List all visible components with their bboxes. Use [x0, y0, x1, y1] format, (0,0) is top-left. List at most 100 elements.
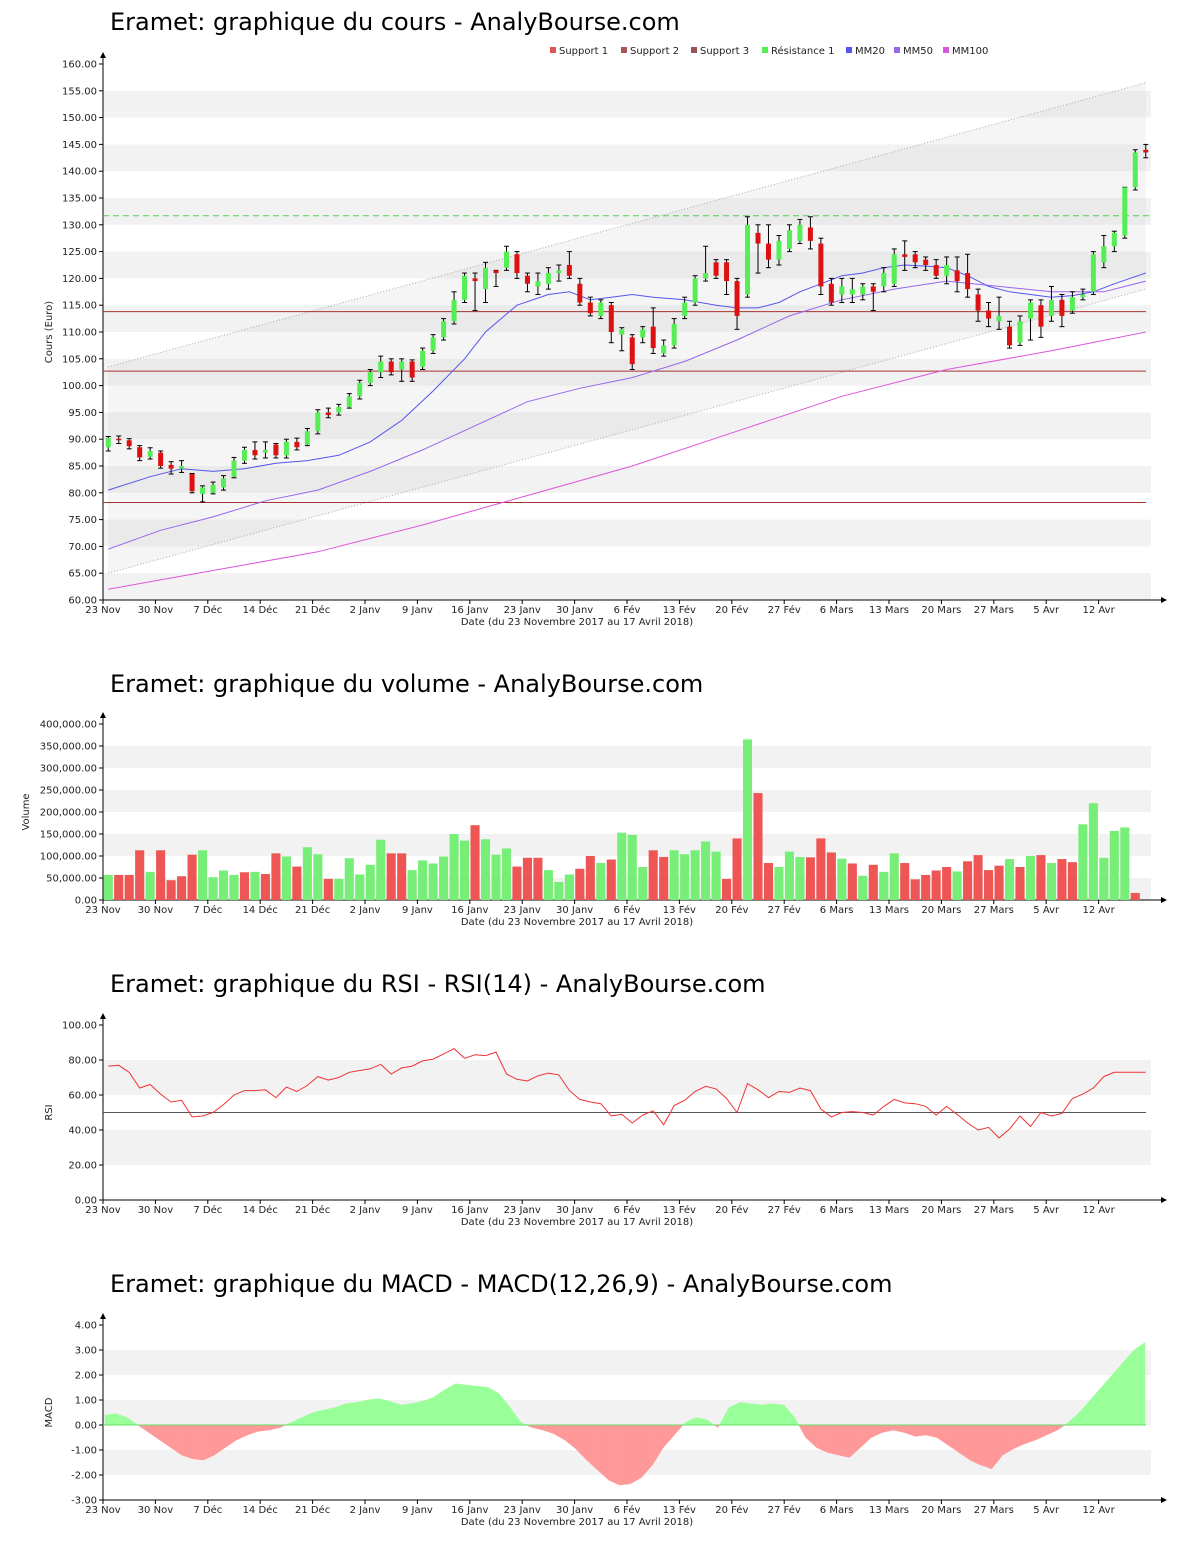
price-xtick-label: 30 Janv: [556, 605, 593, 616]
macd-xtick-label: 20 Mars: [921, 1505, 961, 1516]
macd-positive-area: [312, 1409, 325, 1426]
macd-positive-area: [476, 1385, 489, 1426]
candle-body: [1080, 294, 1086, 298]
legend-label: Support 3: [700, 46, 749, 57]
price-xtick-label: 5 Avr: [1033, 605, 1060, 616]
volume-bar: [114, 874, 124, 900]
mm50-line: [108, 280, 1146, 550]
macd-negative-area: [816, 1424, 828, 1453]
price-grid-band: [103, 466, 1151, 493]
volume-xtick-label: 27 Mars: [974, 905, 1014, 916]
macd-negative-area: [892, 1424, 905, 1433]
candle-body: [545, 273, 551, 284]
macd-x-axis-arrow: [1161, 1497, 1167, 1503]
volume-bar: [1120, 827, 1130, 900]
macd-xtick-label: 30 Janv: [556, 1505, 593, 1516]
macd-negative-area: [805, 1424, 817, 1449]
macd-positive-area: [487, 1387, 500, 1426]
volume-bar: [501, 848, 512, 900]
macd-ytick-label: -3.00: [71, 1496, 97, 1507]
candle-body: [1059, 299, 1065, 316]
price-grid-band: [103, 573, 1151, 600]
volume-bar: [1015, 867, 1025, 900]
candle-body: [241, 449, 247, 461]
candle-body: [954, 270, 960, 282]
macd-positive-area: [433, 1389, 445, 1426]
legend-swatch: [894, 47, 900, 53]
price-ytick-label: 110.00: [62, 328, 97, 339]
volume-bar: [543, 870, 553, 900]
channel-upper-line: [108, 82, 1146, 368]
rsi-y-axis-title: RSI: [44, 1104, 55, 1120]
price-ytick-label: 130.00: [62, 220, 97, 231]
price-xtick-label: 27 Mars: [974, 605, 1014, 616]
volume-bar: [805, 857, 815, 900]
candle-body: [923, 259, 929, 265]
volume-xtick-label: 12 Avr: [1083, 905, 1116, 916]
volume-bar: [1109, 830, 1119, 900]
candle-body: [839, 286, 845, 295]
volume-bar: [837, 858, 847, 900]
volume-bar: [470, 825, 480, 900]
price-xtick-label: 6 Fév: [614, 604, 641, 616]
volume-bar: [763, 863, 774, 900]
price-ytick-label: 60.00: [68, 596, 97, 607]
rsi-line: [108, 1047, 1146, 1139]
candle-body: [640, 329, 646, 338]
candle-body: [996, 315, 1002, 322]
macd-negative-area: [542, 1424, 555, 1435]
macd-xtick-label: 23 Janv: [504, 1505, 541, 1516]
volume-bar: [648, 850, 658, 900]
volume-bar: [376, 839, 386, 900]
macd-positive-area: [422, 1397, 434, 1426]
price-x-axis-arrow: [1161, 597, 1167, 603]
macd-negative-area: [674, 1424, 684, 1436]
macd-negative-area: [553, 1424, 566, 1441]
candle-body: [587, 302, 593, 314]
macd-ytick-label: -1.00: [71, 1446, 97, 1457]
legend-swatch: [550, 47, 556, 53]
candle-body: [807, 227, 813, 241]
volume-bar: [994, 865, 1004, 900]
price-ytick-label: 95.00: [68, 408, 97, 419]
rsi-chart: 0.00 20.00 40.00 60.00 80.00 100.00 23 Nov 30 N…: [44, 1013, 1167, 1228]
volume-xtick-label: 27 Fév: [768, 904, 801, 916]
volume-ytick-label: 250,000.00: [40, 786, 97, 797]
price-grid-band: [103, 251, 1151, 279]
volume-xtick-label: 16 Janv: [451, 905, 488, 916]
legend-label: Support 2: [630, 46, 679, 57]
volume-bar: [784, 851, 794, 900]
candle-body: [336, 407, 342, 413]
macd-xtick-label: 20 Fév: [715, 1504, 748, 1516]
macd-positive-area: [104, 1413, 117, 1426]
volume-xtick-label: 9 Janv: [402, 905, 433, 916]
macd-positive-area: [466, 1384, 478, 1426]
candle-body: [608, 305, 614, 332]
candle-body: [273, 444, 279, 456]
candle-body: [1017, 321, 1023, 343]
volume-bar: [313, 854, 323, 900]
macd-grid-band: [103, 1350, 1151, 1375]
candle-body: [315, 412, 321, 432]
volume-xtick-label: 21 Déc: [295, 904, 330, 916]
macd-positive-area: [378, 1398, 390, 1426]
volume-bar: [187, 854, 197, 900]
volume-bar: [145, 871, 155, 900]
macd-xtick-label: 13 Fév: [663, 1504, 696, 1516]
volume-bar: [1088, 803, 1098, 900]
macd-positive-area: [323, 1407, 336, 1426]
price-xtick-label: 13 Mars: [869, 605, 909, 616]
volume-xtick-label: 23 Janv: [504, 905, 541, 916]
candle-body: [933, 265, 939, 276]
candle-body: [262, 449, 268, 453]
price-grid-band: [103, 144, 1151, 172]
macd-xtick-label: 6 Fév: [614, 1504, 641, 1516]
volume-xtick-label: 14 Déc: [243, 904, 278, 916]
legend-swatch: [691, 47, 697, 53]
channel-lower-line: [108, 288, 1146, 574]
candle-body: [367, 372, 373, 383]
candle-body: [860, 286, 866, 295]
volume-bar: [218, 870, 229, 900]
candle-body: [116, 438, 122, 441]
legend-label: MM50: [903, 46, 933, 57]
